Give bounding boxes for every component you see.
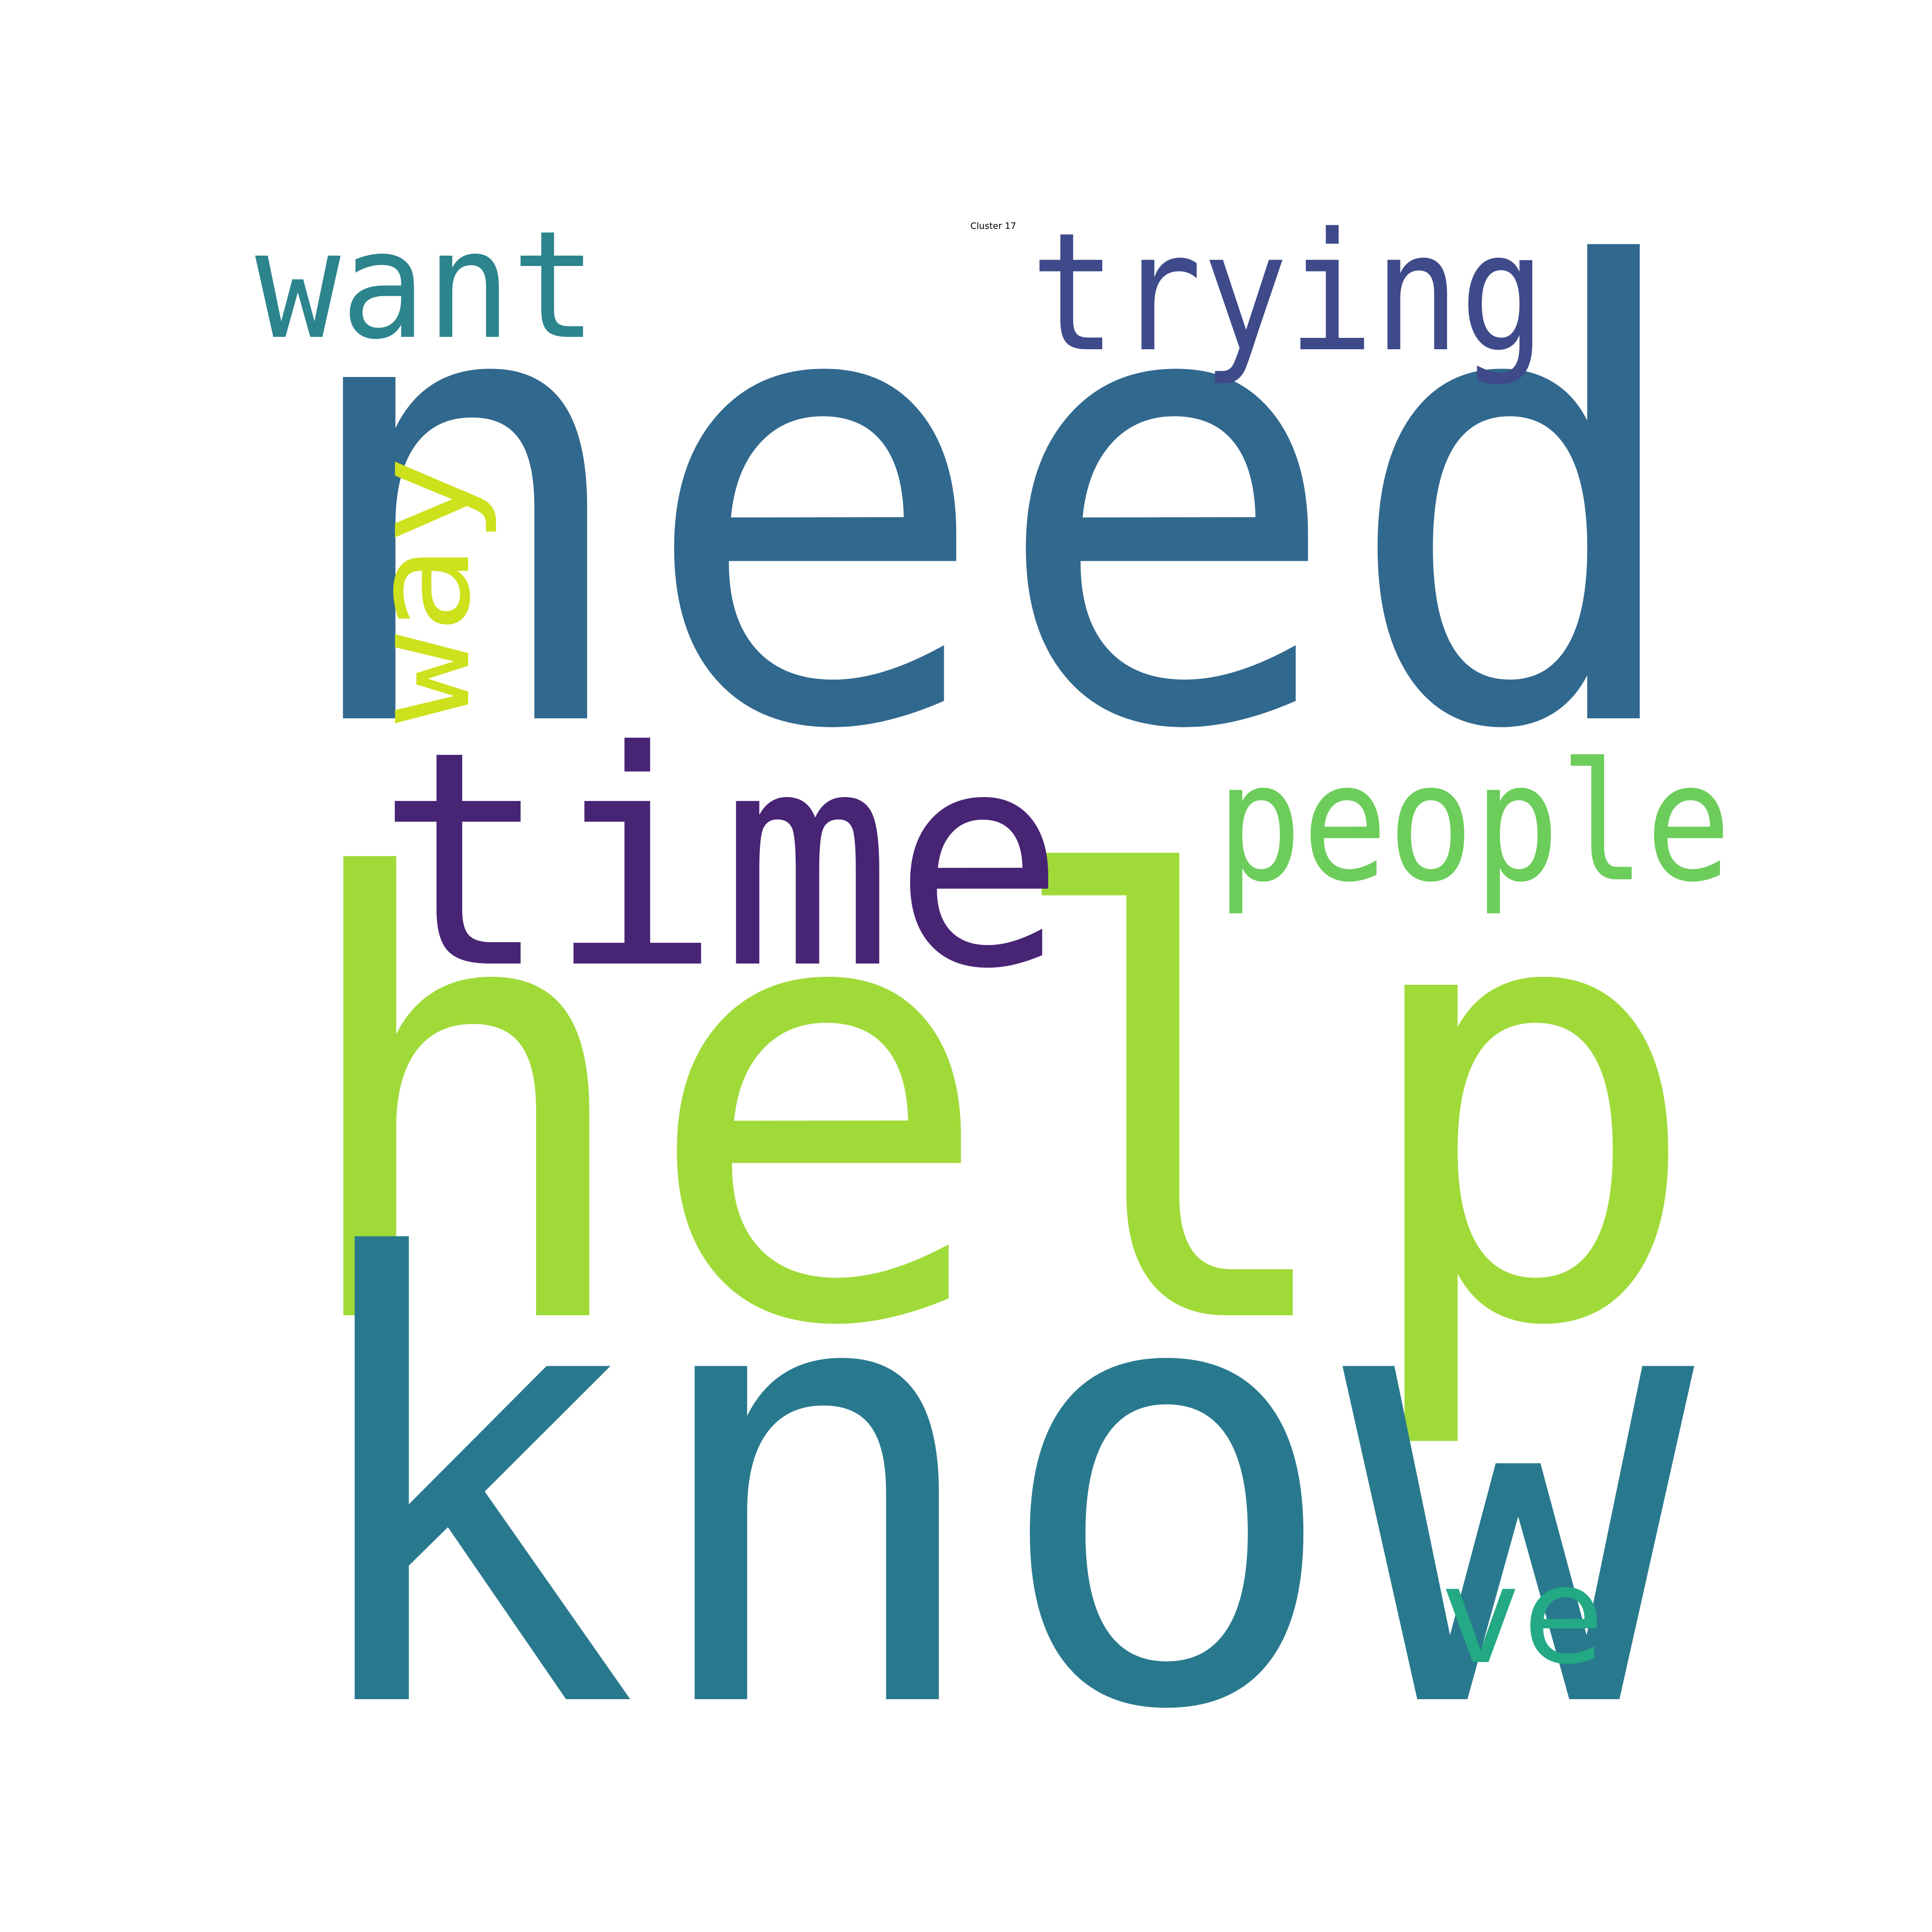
word-help: help (287, 754, 1704, 1458)
word-want: want (255, 199, 597, 372)
cloud-title: Cluster 17 (970, 221, 1017, 231)
word-people: people (1216, 728, 1731, 918)
word-ve: ve (1439, 1538, 1605, 1694)
word-time: time (376, 688, 1065, 1034)
word-need: need (287, 139, 1694, 866)
word-know: know (287, 1134, 1699, 1843)
word-way: way (344, 456, 500, 723)
word-trying: trying (1030, 198, 1546, 388)
